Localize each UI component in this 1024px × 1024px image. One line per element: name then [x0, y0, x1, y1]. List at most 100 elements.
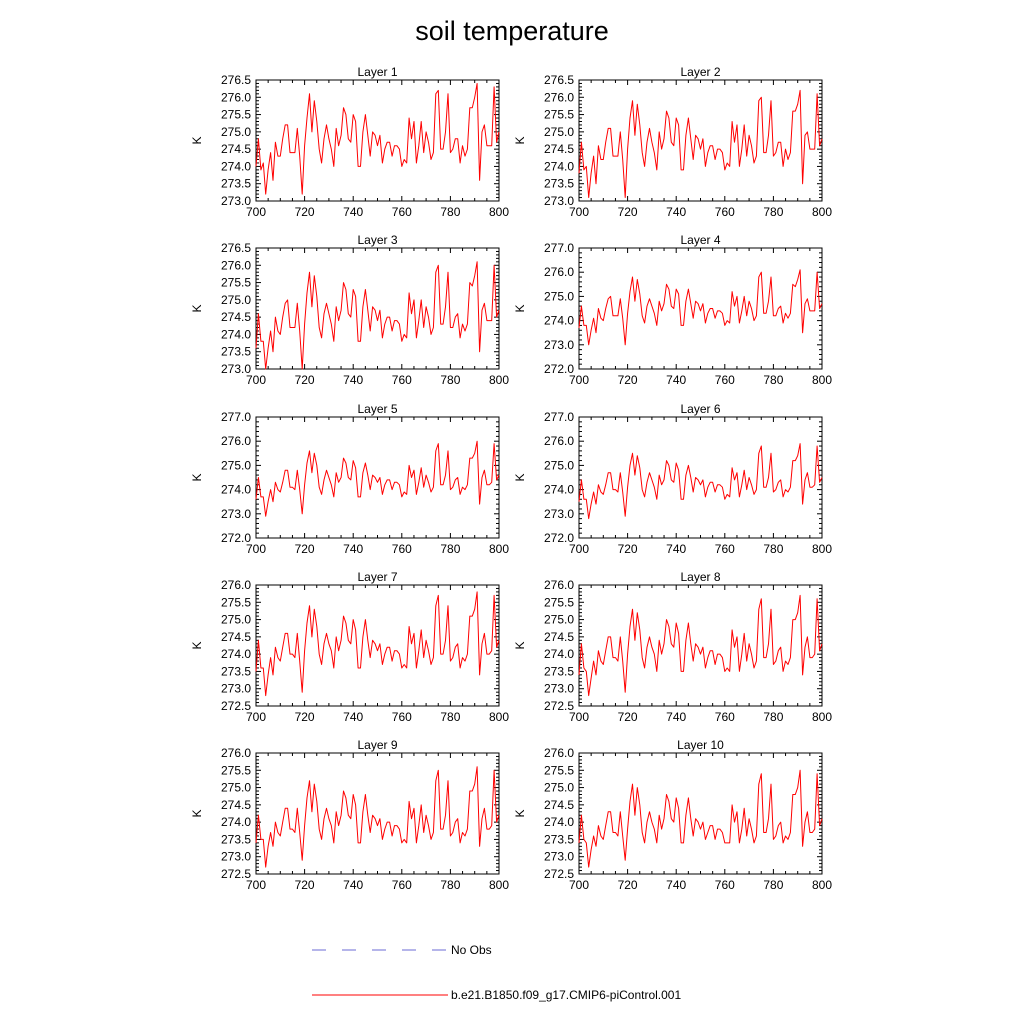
panel-title: Layer 5: [357, 402, 397, 416]
x-tick-label: 780: [440, 373, 460, 387]
x-tick-label: 780: [763, 205, 783, 219]
y-tick-label: 276.0: [221, 746, 251, 760]
x-tick-label: 720: [618, 205, 638, 219]
y-tick-label: 275.5: [221, 763, 251, 777]
x-tick-label: 760: [392, 710, 412, 724]
series-line-layer-6: [578, 443, 823, 520]
panel-layer-3: Layer 3 K 700 720 740 760 780 800 273.0 273.5 274.…: [190, 233, 509, 387]
y-tick-label: 273.0: [221, 850, 251, 864]
x-tick-label: 760: [715, 373, 735, 387]
x-tick-label: 720: [295, 710, 315, 724]
y-tick-label: 275.0: [221, 125, 251, 139]
y-tick-label: 275.5: [221, 595, 251, 609]
x-tick-label: 780: [763, 542, 783, 556]
y-tick-label: 273.5: [544, 832, 574, 846]
y-tick-label: 276.0: [544, 746, 574, 760]
x-tick-label: 720: [295, 542, 315, 556]
y-tick-label: 272.5: [221, 699, 251, 713]
y-tick-label: 274.5: [221, 142, 251, 156]
panel-layer-4: Layer 4 K 700 720 740 760 780 800 272.0 273.0 274.…: [513, 233, 832, 387]
panel-title: Layer 4: [680, 233, 720, 247]
panel-frame: [578, 79, 823, 202]
panel-frame: [255, 584, 500, 707]
y-tick-label: 273.0: [221, 507, 251, 521]
y-axis-label: K: [190, 809, 204, 817]
panel-frame: [255, 416, 500, 539]
y-tick-label: 276.0: [221, 90, 251, 104]
y-axis-label: K: [513, 809, 527, 817]
x-tick-label: 800: [489, 542, 509, 556]
y-tick-label: 275.5: [221, 108, 251, 122]
y-tick-label: 274.0: [544, 159, 574, 173]
x-tick-label: 780: [440, 710, 460, 724]
x-tick-label: 740: [343, 878, 363, 892]
y-tick-label: 272.0: [544, 362, 574, 376]
panel-frame: [578, 416, 823, 539]
y-tick-label: 276.0: [544, 265, 574, 279]
y-tick-label: 275.0: [221, 781, 251, 795]
y-axis-label: K: [190, 473, 204, 481]
x-tick-label: 740: [343, 373, 363, 387]
panel-frame: [255, 79, 500, 202]
y-tick-label: 272.5: [544, 699, 574, 713]
x-tick-label: 800: [812, 205, 832, 219]
y-tick-label: 274.0: [544, 314, 574, 328]
y-tick-label: 274.0: [221, 483, 251, 497]
y-tick-label: 274.0: [544, 647, 574, 661]
x-tick-label: 800: [489, 710, 509, 724]
y-tick-label: 272.5: [221, 867, 251, 881]
panel-title: Layer 10: [677, 738, 724, 752]
panel-title: Layer 8: [680, 570, 720, 584]
y-axis-label: K: [513, 304, 527, 312]
x-tick-label: 700: [246, 710, 266, 724]
y-tick-label: 275.0: [221, 293, 251, 307]
panel-layer-9: Layer 9 K 700 720 740 760 780 800 272.5 273.0 273.…: [190, 738, 509, 892]
series-line-layer-3: [255, 261, 500, 370]
x-tick-label: 800: [489, 878, 509, 892]
panels-grid: Layer 1 K 700 720 740 760 780 800 273.0 273.5 274.…: [190, 65, 832, 892]
panel-layer-7: Layer 7 K 700 720 740 760 780 800 272.5 273.0 273.…: [190, 570, 509, 724]
x-tick-label: 800: [812, 878, 832, 892]
y-tick-label: 275.0: [544, 289, 574, 303]
x-tick-label: 700: [246, 205, 266, 219]
y-tick-label: 275.0: [221, 613, 251, 627]
y-tick-label: 274.5: [544, 142, 574, 156]
x-tick-label: 740: [666, 878, 686, 892]
x-tick-label: 720: [295, 373, 315, 387]
x-tick-label: 720: [295, 878, 315, 892]
panel-title: Layer 1: [357, 65, 397, 79]
y-tick-label: 275.5: [221, 276, 251, 290]
figure-title: soil temperature: [415, 16, 609, 46]
x-tick-label: 740: [666, 710, 686, 724]
y-tick-label: 274.5: [544, 798, 574, 812]
x-tick-label: 700: [569, 710, 589, 724]
y-tick-label: 273.5: [544, 664, 574, 678]
x-tick-label: 760: [715, 542, 735, 556]
y-tick-label: 273.0: [544, 338, 574, 352]
x-tick-label: 760: [392, 878, 412, 892]
x-tick-label: 720: [618, 878, 638, 892]
panel-frame: [578, 752, 823, 875]
y-tick-label: 275.0: [544, 613, 574, 627]
x-tick-label: 700: [569, 373, 589, 387]
y-tick-label: 276.0: [544, 434, 574, 448]
y-tick-label: 274.5: [544, 630, 574, 644]
y-tick-label: 274.0: [221, 815, 251, 829]
panel-frame: [578, 584, 823, 707]
panel-layer-5: Layer 5 K 700 720 740 760 780 800 272.0 273.0 274.…: [190, 402, 509, 556]
panel-title: Layer 6: [680, 402, 720, 416]
x-tick-label: 700: [569, 542, 589, 556]
y-tick-label: 273.0: [221, 362, 251, 376]
legend-model-label: b.e21.B1850.f09_g17.CMIP6-piControl.001: [451, 988, 681, 1002]
y-tick-label: 275.5: [544, 595, 574, 609]
y-tick-label: 274.0: [544, 483, 574, 497]
y-tick-label: 276.0: [544, 90, 574, 104]
x-tick-label: 740: [343, 205, 363, 219]
x-tick-label: 780: [763, 710, 783, 724]
y-tick-label: 276.5: [221, 73, 251, 87]
y-tick-label: 272.5: [544, 867, 574, 881]
x-tick-label: 800: [812, 373, 832, 387]
x-tick-label: 800: [489, 205, 509, 219]
y-tick-label: 274.0: [221, 647, 251, 661]
y-tick-label: 273.5: [221, 345, 251, 359]
